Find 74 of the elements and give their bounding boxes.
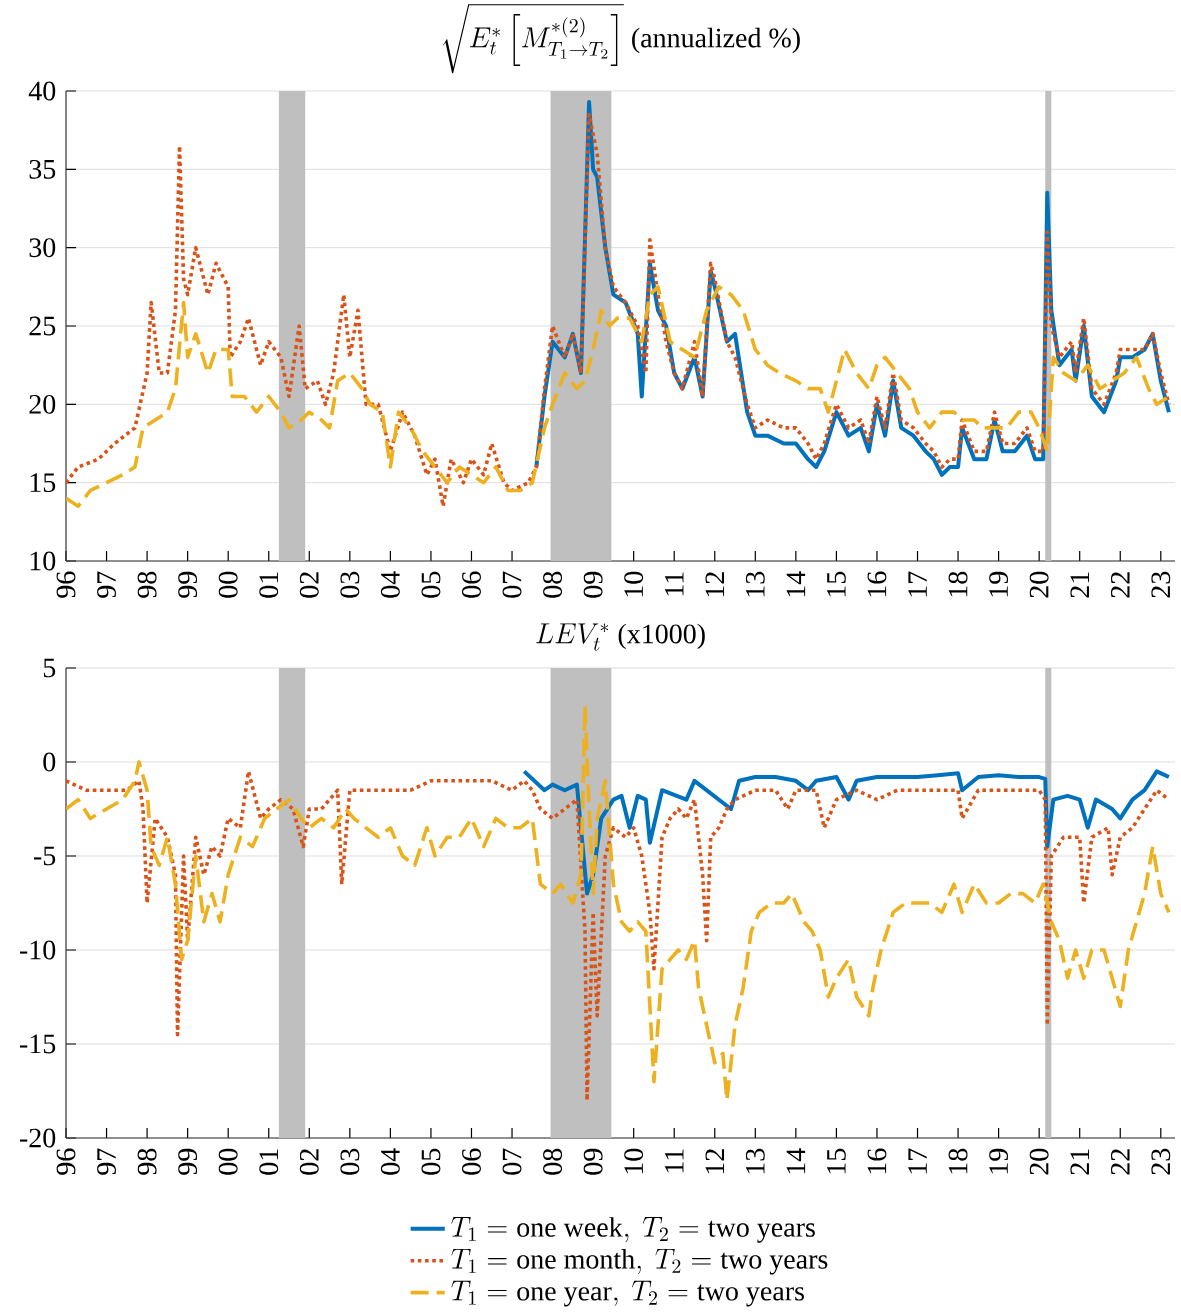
x-tick-label: 97	[97, 1148, 116, 1175]
y-tick-label: -20	[19, 1128, 56, 1148]
x-tick-label: 96	[56, 1148, 76, 1175]
legend-label: $T_1 = \text{one week},\ T_2 = \text{two years}$	[451, 1217, 815, 1243]
x-tick-label: 10	[624, 1148, 644, 1174]
x-tick-label: 07	[502, 571, 522, 598]
x-tick-label: 22	[1111, 1149, 1130, 1175]
x-tick-label: 16	[867, 1148, 887, 1174]
x-tick-label: 17	[908, 571, 927, 597]
x-tick-label: 15	[827, 571, 846, 597]
x-tick-label: 98	[137, 1148, 157, 1175]
x-tick-label: 99	[178, 571, 198, 598]
x-tick-label: 02	[299, 572, 319, 598]
x-tick-label: 04	[380, 571, 400, 598]
x-tick-label: 99	[178, 1148, 198, 1175]
x-tick-label: 97	[97, 571, 116, 598]
x-tick-label: 21	[1070, 572, 1089, 598]
legend-label: $T_1 = \text{one month},\ T_2 = \text{two years}$	[451, 1248, 828, 1275]
x-tick-label: 08	[543, 1148, 563, 1175]
x-tick-label: 06	[462, 1148, 481, 1175]
y-tick-label: 35	[29, 159, 56, 179]
x-tick-label: 13	[745, 571, 765, 597]
x-tick-label: 14	[786, 1148, 806, 1174]
chart-title: $LEV_t^*\ \text{(x1000)}$	[536, 623, 705, 651]
chart-title: $\sqrt{E_t^*\left[M^{*(2)}_{T_1\to T_2}\right]}\ \text{(annualized \%)}$	[443, 4, 800, 74]
x-tick-label: 08	[543, 571, 563, 598]
x-tick-label: 03	[340, 1148, 360, 1175]
x-tick-label: 17	[908, 1148, 927, 1174]
x-tick-label: 10	[624, 571, 644, 597]
y-tick-label: -15	[19, 1034, 56, 1054]
x-tick-label: 19	[989, 571, 1009, 597]
y-tick-label: 40	[28, 81, 56, 101]
y-tick-label: 5	[43, 658, 56, 678]
y-tick-label: 20	[29, 394, 56, 414]
x-tick-label: 18	[948, 1148, 968, 1174]
x-tick-label: 12	[705, 1149, 725, 1174]
x-tick-label: 13	[745, 1148, 765, 1174]
x-tick-label: 12	[705, 572, 725, 597]
x-tick-label: 98	[137, 571, 157, 598]
x-tick-label: 20	[1029, 1148, 1049, 1175]
x-tick-label: 21	[1070, 1149, 1089, 1175]
x-tick-label: 23	[1151, 571, 1171, 598]
x-tick-label: 18	[948, 571, 968, 597]
x-tick-label: 01	[259, 572, 279, 598]
x-tick-label: 01	[259, 1149, 279, 1175]
x-tick-label: 07	[502, 1148, 522, 1175]
x-tick-label: 00	[218, 1148, 238, 1175]
x-tick-label: 20	[1029, 571, 1049, 598]
x-tick-label: 04	[380, 1148, 400, 1175]
x-tick-label: 11	[664, 1149, 684, 1173]
y-tick-label: 0	[43, 752, 56, 772]
x-tick-label: 05	[421, 1148, 441, 1175]
x-tick-label: 14	[786, 571, 806, 597]
x-tick-label: 22	[1111, 572, 1130, 598]
y-tick-label: 25	[29, 316, 56, 336]
x-tick-label: 96	[56, 571, 76, 598]
x-tick-label: 00	[218, 571, 238, 598]
legend-label: $T_1 = \text{one year},\ T_2 = \text{two years}$	[451, 1280, 804, 1307]
x-tick-label: 03	[340, 571, 360, 598]
x-tick-label: 09	[583, 1148, 603, 1175]
x-tick-label: 05	[421, 571, 441, 598]
x-tick-label: 06	[462, 571, 481, 598]
x-tick-label: 23	[1151, 1148, 1171, 1175]
x-tick-label: 02	[299, 1149, 319, 1175]
y-tick-label: 30	[29, 238, 56, 258]
x-tick-label: 16	[867, 571, 887, 597]
y-tick-label: -10	[19, 940, 56, 960]
x-tick-label: 09	[583, 571, 603, 598]
x-tick-label: 15	[827, 1148, 846, 1174]
y-tick-label: 10	[30, 551, 56, 571]
y-tick-label: 15	[30, 473, 56, 493]
x-tick-label: 11	[664, 572, 684, 596]
x-tick-label: 19	[989, 1148, 1009, 1174]
y-tick-label: -5	[33, 846, 56, 866]
